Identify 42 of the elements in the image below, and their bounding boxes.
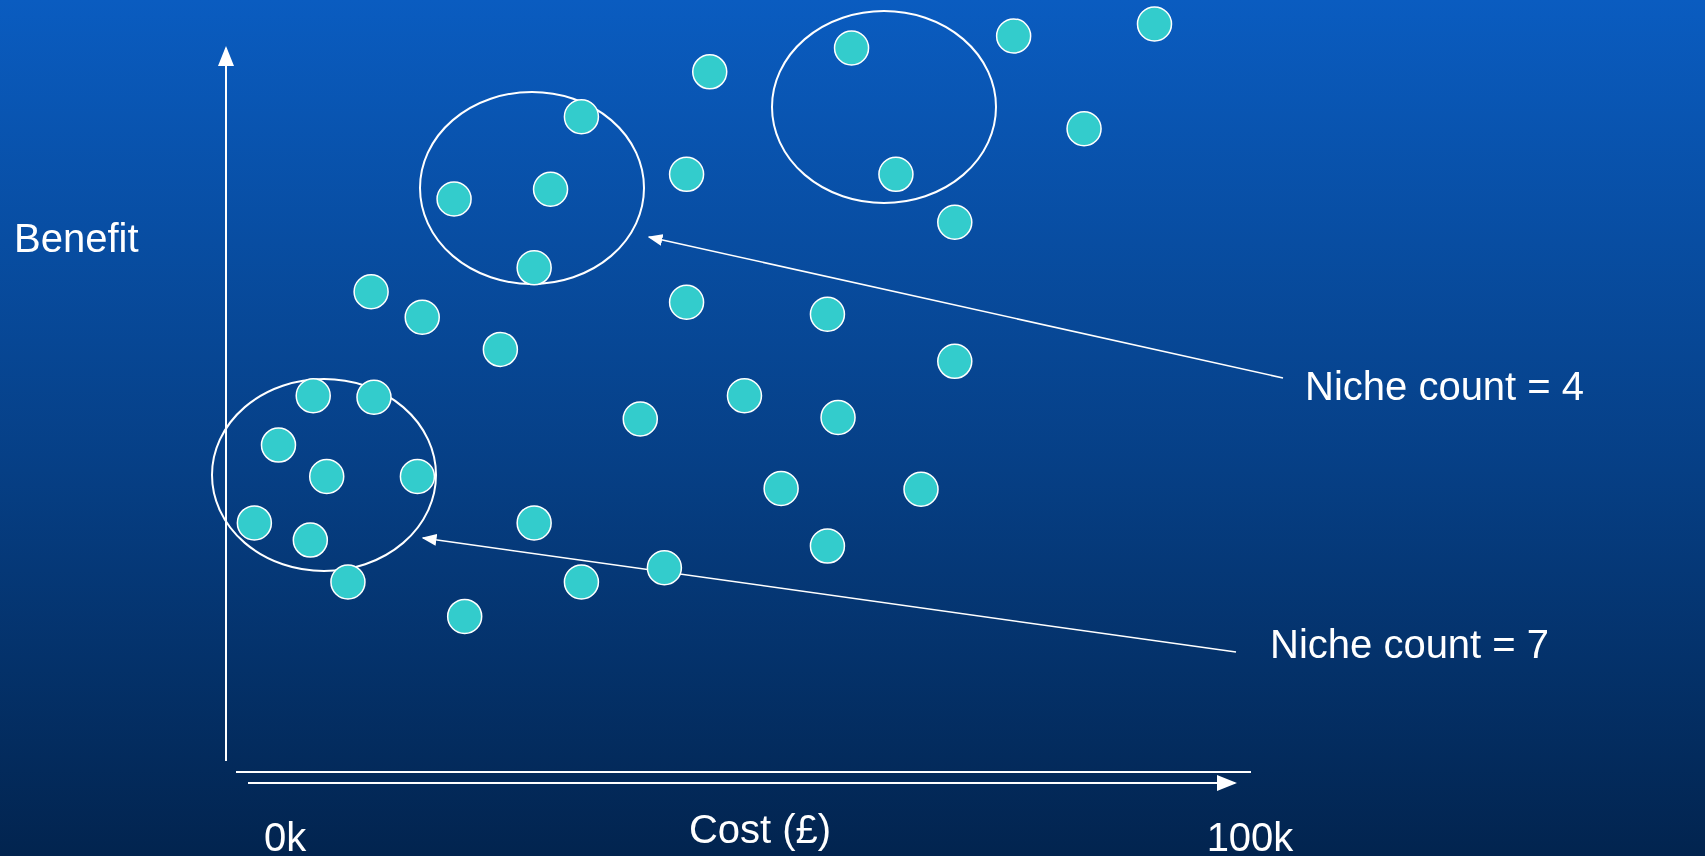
point	[260, 427, 297, 463]
text: Niche count = 7	[1270, 622, 1550, 667]
y-axis-title: Benefit	[14, 216, 139, 261]
point	[763, 470, 799, 507]
point	[516, 250, 552, 286]
point	[236, 505, 273, 541]
point	[399, 458, 436, 495]
point	[809, 528, 846, 564]
point	[646, 550, 683, 586]
point	[292, 522, 329, 558]
point	[295, 378, 331, 414]
point	[995, 18, 1032, 54]
point	[404, 299, 440, 335]
point	[563, 99, 600, 135]
point	[1136, 6, 1173, 42]
point	[668, 156, 705, 193]
point	[563, 564, 600, 600]
point	[878, 156, 914, 193]
point	[937, 343, 973, 380]
point	[903, 471, 939, 508]
point	[691, 54, 728, 90]
point	[330, 564, 366, 600]
x-axis-title: Cost (£)	[688, 807, 832, 852]
point	[820, 399, 856, 436]
point	[1066, 110, 1102, 147]
point	[436, 181, 472, 217]
point	[937, 204, 973, 240]
text: Niche count = 4	[1305, 364, 1585, 409]
point	[482, 331, 519, 368]
point	[516, 505, 552, 541]
point	[356, 379, 392, 415]
point	[809, 296, 846, 332]
point	[532, 171, 569, 208]
x-tick-label: 0k	[264, 815, 308, 856]
point	[833, 30, 870, 66]
x-tick-label: 100k	[1206, 815, 1295, 856]
point	[622, 401, 659, 437]
point	[726, 378, 763, 414]
point	[353, 274, 389, 310]
point	[446, 598, 483, 635]
point	[308, 458, 345, 495]
point	[668, 284, 705, 321]
